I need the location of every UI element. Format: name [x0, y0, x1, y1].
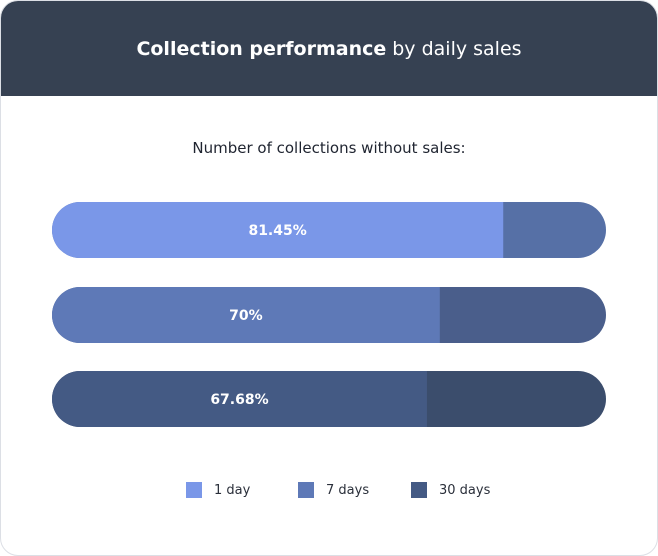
legend-item-3: 30 days: [411, 482, 491, 498]
chart-subtitle: Number of collections without sales:: [192, 139, 466, 157]
chart-title-rest: by daily sales: [392, 37, 522, 60]
bar-group-2: [52, 287, 606, 343]
chart-title-bold: Collection performance: [136, 37, 387, 60]
bar-3: [52, 371, 427, 427]
legend-label-2: 7 days: [326, 483, 369, 498]
legend-swatch-3: [411, 482, 427, 498]
legend-swatch-1: [186, 482, 202, 498]
legend-item-2: 7 days: [298, 482, 369, 498]
chart-header: Collection performance by daily sales: [1, 1, 657, 96]
bar-group-1: [52, 202, 606, 258]
legend-item-1: 1 day: [186, 482, 251, 498]
bar-value-label-2: 70%: [229, 308, 263, 324]
legend-swatch-2: [298, 482, 314, 498]
bar-group-3: [52, 371, 606, 427]
bar-1: [52, 202, 504, 258]
bar-value-label-1: 81.45%: [248, 223, 306, 239]
legend-label-1: 1 day: [214, 483, 251, 498]
bar-value-label-3: 67.68%: [210, 392, 268, 408]
legend-label-3: 30 days: [439, 483, 491, 498]
bar-2: [52, 287, 440, 343]
